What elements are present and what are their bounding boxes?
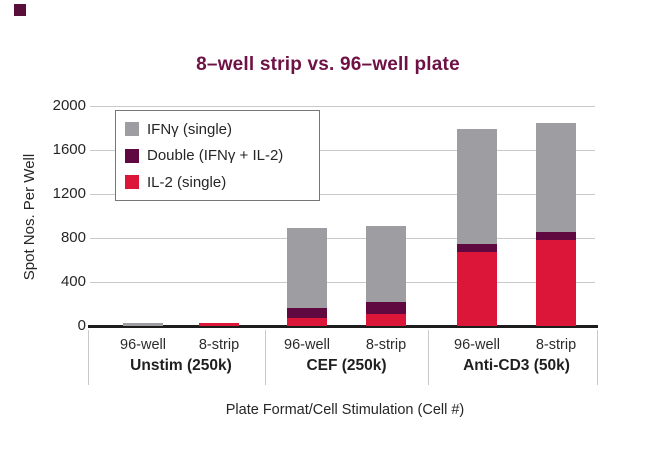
group-label: Anti-CD3 (50k) (463, 357, 570, 374)
bar-segment-il2 (536, 240, 576, 326)
bar-label: 96-well (120, 337, 166, 353)
bar-label: 8-strip (198, 337, 240, 353)
y-tick-label-400: 400 (60, 273, 86, 290)
bar-segment-il2 (287, 318, 327, 326)
bar-segment-il2 (366, 314, 406, 326)
group-label: Unstim (250k) (130, 357, 232, 374)
bar-label: 8-strip (535, 337, 577, 353)
bar-segment-il2 (199, 322, 239, 326)
group-separator-0 (88, 330, 89, 385)
bar-segment-double (457, 244, 497, 252)
gridline-400 (90, 282, 595, 283)
legend-swatch-icon (125, 175, 139, 189)
corner-accent-square (14, 4, 26, 16)
x-axis-title: Plate Format/Cell Stimulation (Cell #) (225, 402, 465, 418)
bar-segment-ifng (366, 225, 406, 302)
gridline-1200 (90, 194, 595, 195)
legend-swatch-icon (125, 148, 139, 163)
gridline-800 (90, 238, 595, 239)
bar-segment-ifng (457, 129, 497, 245)
bar-segment-ifng (287, 227, 327, 308)
group-separator-1 (265, 330, 266, 385)
bar-segment-il2 (457, 251, 497, 326)
legend-item: IFNγ (single) (125, 121, 319, 138)
legend-item: IL-2 (single) (125, 174, 319, 191)
bar-segment-double (536, 231, 576, 241)
legend-item: Double (IFNγ + IL-2) (125, 147, 319, 164)
legend-label: IFNγ (single) (147, 120, 233, 138)
group-separator-2 (428, 330, 429, 385)
group-label: CEF (250k) (306, 357, 387, 374)
bar-label: 96-well (454, 337, 500, 353)
group-separator-3 (597, 330, 598, 385)
legend-label: IL-2 (single) (147, 173, 227, 191)
x-axis-line (88, 325, 598, 328)
bar-segment-ifng (536, 122, 576, 232)
legend-label: Double (IFNγ + IL-2) (147, 147, 284, 164)
bar-label: 96-well (284, 337, 330, 353)
bar-segment-double (287, 307, 327, 319)
y-tick-label-1600: 1600 (52, 141, 86, 158)
y-tick-label-1200: 1200 (52, 185, 86, 202)
chart-title: 8–well strip vs. 96–well plate (196, 54, 460, 75)
gridline-1600 (90, 150, 595, 151)
legend: IFNγ (single) Double (IFNγ + IL-2) IL-2 (s… (115, 110, 320, 201)
y-tick-label-2000: 2000 (52, 97, 86, 114)
y-tick-label-800: 800 (60, 229, 86, 246)
bar-label: 8-strip (365, 337, 407, 353)
bar-segment-ifng (123, 322, 163, 326)
y-tick-label-0: 0 (77, 317, 86, 334)
legend-swatch-icon (125, 122, 139, 136)
gridline-2000 (90, 106, 595, 107)
bar-segment-double (366, 301, 406, 315)
